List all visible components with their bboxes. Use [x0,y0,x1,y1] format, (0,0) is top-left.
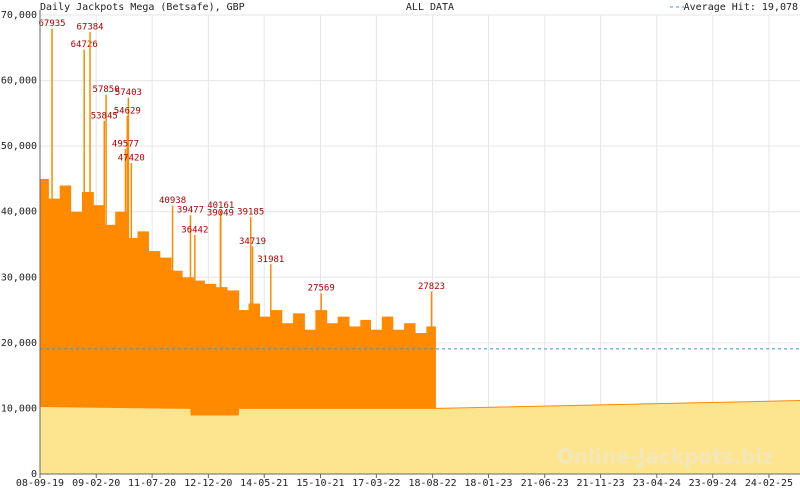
hit-bar [148,251,161,474]
hit-bar [259,316,272,474]
y-tick-label: 50,000 [1,141,37,152]
hit-bar [115,211,127,474]
x-tick-label: 21-06-23 [521,478,569,489]
hit-bar [248,303,260,474]
peak-label: 47420 [118,154,145,164]
hit-bar [81,192,94,475]
x-tick-label: 23-04-24 [633,478,681,489]
peak-label: 36442 [181,226,208,236]
peak-label: 49577 [112,139,139,149]
hit-bar [204,283,217,474]
hit-bar [337,316,350,474]
legend-label: Average Hit: 19,078 [684,2,798,13]
x-tick-label: 17-03-22 [352,478,400,489]
peak-label: 67384 [76,23,103,33]
x-tick-label: 12-12-20 [184,478,232,489]
peak-label: 64726 [71,40,98,50]
y-tick-label: 40,000 [1,207,37,218]
hit-bar [270,310,283,474]
watermark: Online-Jackpots.biz [557,445,774,469]
peak-label: 39049 [207,208,234,218]
hit-bar [360,319,372,474]
peak-label: 53845 [91,111,118,121]
hit-bar [238,310,250,474]
hit-bar [59,185,72,474]
chart-title: Daily Jackpots Mega (Betsafe), GBP [40,2,245,13]
peak-label: 40161 [207,201,234,211]
peak-label: 40938 [159,196,186,206]
peak-label: 27823 [418,282,445,292]
y-tick-label: 70,000 [1,10,37,21]
peak-label: 67935 [39,19,66,29]
x-tick-label: 21-11-23 [577,478,625,489]
peak-label: 54629 [114,106,141,116]
y-tick-label: 60,000 [1,76,37,87]
hit-bar [70,211,83,474]
hit-bar [93,205,105,474]
x-tick-label: 24-02-25 [745,478,793,489]
hit-bar [159,257,172,474]
x-tick-label: 11-07-20 [128,478,176,489]
x-tick-label: 15-10-21 [296,478,344,489]
hit-bar [370,329,383,474]
y-tick-label: 10,000 [1,403,37,414]
hit-bar [415,333,427,474]
hit-bar [293,313,305,474]
hit-bar [182,277,194,474]
y-tick-label: 30,000 [1,272,37,283]
hit-bar [126,237,139,474]
peak-label: 27569 [308,284,335,294]
x-tick-label: 09-02-20 [72,478,120,489]
hit-bar [40,178,49,474]
hit-bar [215,287,228,474]
hit-bar [48,198,61,474]
peak-label: 57850 [93,85,120,95]
peak-label: 34719 [239,237,266,247]
hit-bar [171,270,183,474]
x-tick-label: 18-01-23 [464,478,512,489]
chart-subtitle: ALL DATA [406,2,454,13]
x-tick-label: 23-09-24 [689,478,737,489]
x-tick-label: 14-05-21 [240,478,288,489]
seed-area [40,400,800,474]
x-tick-label: 18-08-22 [409,478,457,489]
hit-bar [137,231,149,474]
hit-bar [281,323,294,474]
hit-bar [404,323,416,474]
y-tick-label: 20,000 [1,338,37,349]
hit-bar [381,316,394,474]
hit-bar [326,323,339,474]
peak-label: 39185 [237,208,264,218]
x-tick-label: 08-09-19 [16,478,64,489]
peak-label: 39477 [177,206,204,216]
y-tick-label: 0 [31,469,37,480]
hit-bar [304,329,316,474]
hit-bar [392,329,405,474]
hit-bar [348,326,361,474]
seed-line [39,400,800,416]
peak-label: 57403 [115,88,142,98]
hit-bar [103,224,116,474]
hit-bar [193,280,205,474]
peak-label: 31981 [257,255,284,265]
